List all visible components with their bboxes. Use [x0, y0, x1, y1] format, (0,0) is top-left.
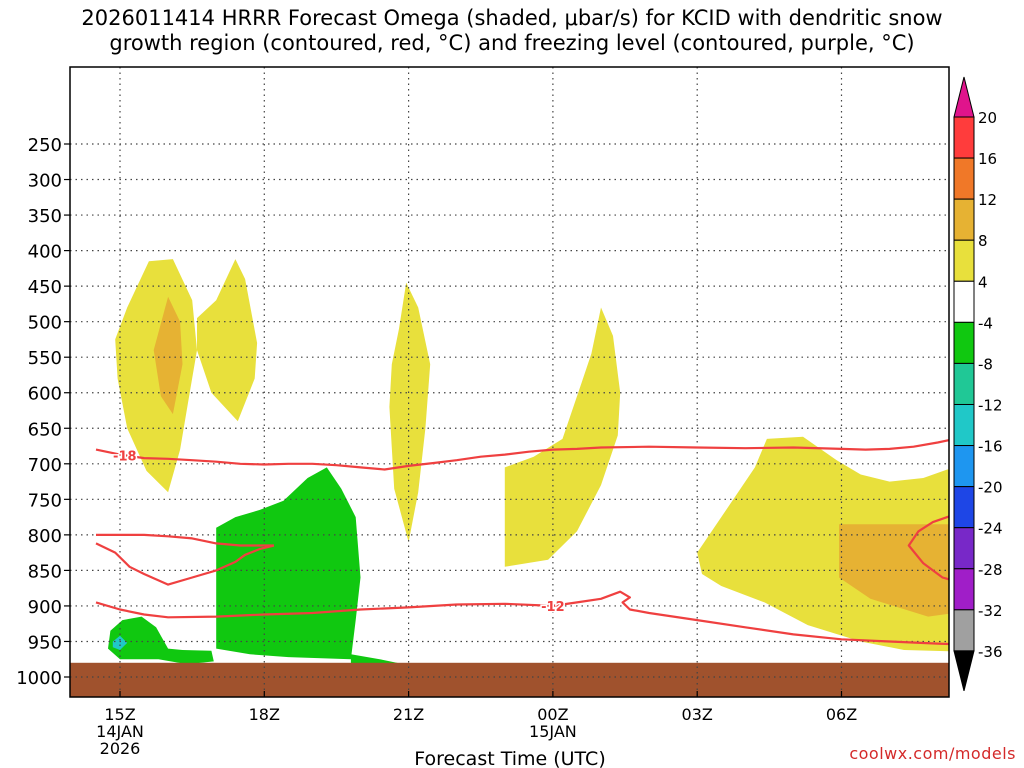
colorbar-swatch — [953, 403, 975, 447]
colorbar-label: -8 — [978, 355, 993, 373]
x-tick-label: 06Z — [826, 705, 857, 724]
grid-layer — [70, 67, 949, 697]
x-tick-sublabel: 2026 — [100, 739, 141, 758]
y-tick-label: 550 — [28, 348, 62, 369]
x-axis-label: Forecast Time (UTC) — [414, 748, 605, 768]
colorbar-swatch — [953, 568, 975, 611]
colorbar-label: -28 — [978, 561, 1003, 579]
omega-region-1 — [197, 259, 258, 422]
colorbar-label: -36 — [978, 643, 1003, 661]
colorbar-label: -20 — [978, 479, 1003, 497]
colorbar-swatch — [953, 157, 975, 200]
y-tick-label: 450 — [28, 277, 62, 298]
y-tick-label: 750 — [28, 490, 62, 511]
contour-line-1 — [96, 533, 274, 547]
plot-frame — [69, 66, 950, 698]
colorbar-label: 12 — [978, 191, 997, 209]
colorbar-swatch — [953, 362, 975, 405]
y-tick-label: 350 — [28, 206, 62, 227]
colorbar-label: -4 — [978, 314, 993, 332]
colorbar-swatch — [953, 321, 975, 364]
y-tick-label: 650 — [28, 419, 62, 440]
contour-line-2 — [95, 542, 275, 586]
y-tick-label: 250 — [28, 135, 62, 156]
x-tick-label: 00Z — [537, 705, 568, 724]
y-tick-label: 600 — [28, 384, 62, 405]
colorbar-label: -12 — [978, 396, 1003, 414]
colorbar-label: 4 — [978, 273, 988, 291]
y-tick-label: 950 — [28, 632, 62, 653]
y-tick-label: 400 — [28, 242, 62, 263]
colorbar-swatch — [953, 445, 975, 488]
contour-line-3 — [95, 590, 949, 646]
omega-region-6 — [839, 524, 949, 617]
colorbar: 20 16 12 8 4 -4 -8 -12 -16 -20 -24 -28 -32 -36 — [953, 76, 1003, 692]
omega-region-2 — [153, 296, 183, 415]
colorbar-label: -16 — [978, 438, 1003, 456]
omega-region-4 — [504, 307, 621, 567]
x-tick-label: 18Z — [249, 705, 280, 724]
y-tick-label: 900 — [28, 597, 62, 618]
credit-text: coolwx.com/models — [849, 744, 1016, 763]
contour-line-0 — [95, 439, 949, 471]
chart-title: 2026011414 HRRR Forecast Omega (shaded, … — [81, 6, 943, 55]
colorbar-swatch — [953, 527, 975, 570]
y-tick-label: 800 — [28, 526, 62, 547]
colorbar-swatch — [953, 116, 975, 159]
y-tick-label: 300 — [28, 171, 62, 192]
omega-region-8 — [216, 467, 361, 660]
x-tick-sublabel: 15JAN — [529, 722, 577, 741]
colorbar-swatch — [953, 239, 975, 282]
y-tick-label: 850 — [28, 561, 62, 582]
ground-fill — [70, 662, 949, 697]
y-tick-label: 700 — [28, 455, 62, 476]
colorbar-bottom-arrow — [953, 650, 975, 692]
colorbar-label: -24 — [978, 520, 1003, 538]
colorbar-top-arrow — [953, 76, 975, 118]
colorbar-label: -32 — [978, 602, 1003, 620]
x-tick-sublabel: 14JAN — [96, 722, 144, 741]
colorbar-swatch — [953, 609, 975, 652]
omega-region-11 — [112, 635, 128, 650]
y-tick-label: 1000 — [16, 668, 62, 689]
omega-region-9 — [350, 654, 404, 665]
colorbar-swatch — [953, 280, 975, 323]
ground-layer — [70, 662, 949, 697]
contour-layer: -18 -12 — [95, 439, 949, 646]
colorbar-label: 8 — [978, 232, 988, 250]
x-tick-label: 21Z — [393, 705, 424, 724]
colorbar-swatch — [953, 198, 975, 241]
omega-region-10 — [108, 616, 214, 665]
colorbar-label: 20 — [978, 109, 997, 127]
colorbar-swatch — [953, 486, 975, 529]
contour-label: -18 — [113, 449, 137, 464]
x-tick-label: 03Z — [682, 705, 713, 724]
colorbar-label: 16 — [978, 150, 997, 168]
omega-region-3 — [389, 282, 431, 542]
y-tick-label: 500 — [28, 313, 62, 334]
contour-label: -12 — [541, 600, 565, 615]
contour-line-4 — [907, 515, 949, 581]
y-axis: 250 300 350 400 450 500 550 600 650 700 750 800 850 9… — [16, 135, 70, 689]
x-tick-label: 15Z — [104, 705, 135, 724]
